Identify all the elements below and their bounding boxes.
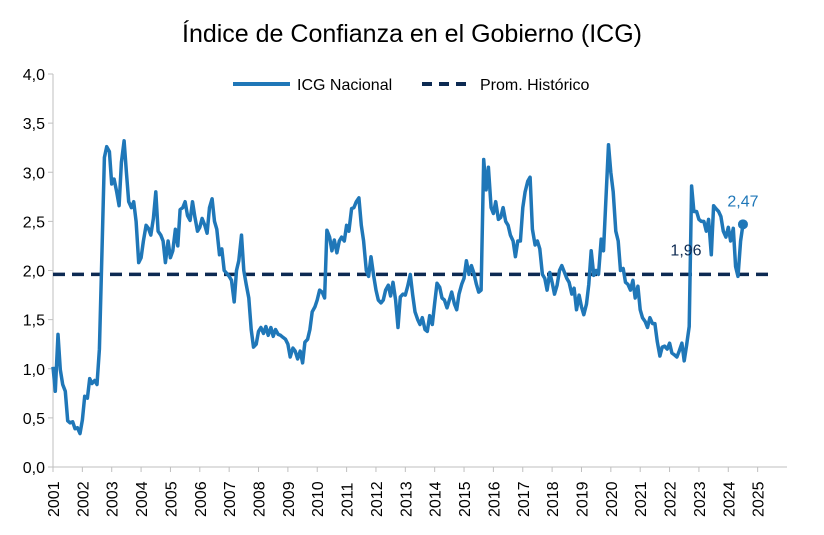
y-tick-label: 3,5 xyxy=(23,116,45,133)
data-label-avg: 1,96 xyxy=(670,242,701,259)
chart-title: Índice de Confianza en el Gobierno (ICG) xyxy=(182,20,642,48)
y-tick-label: 2,0 xyxy=(23,264,45,281)
y-tick-label: 3,0 xyxy=(23,165,45,182)
legend-label-icg: ICG Nacional xyxy=(297,77,392,94)
x-tick-label: 2025 xyxy=(751,481,768,517)
y-tick-label: 0,5 xyxy=(23,411,45,428)
x-tick-label: 2010 xyxy=(310,481,327,517)
x-tick-label: 2024 xyxy=(721,481,738,517)
last-point-marker xyxy=(737,219,748,230)
x-tick-label: 2002 xyxy=(75,481,92,517)
x-tick-label: 2011 xyxy=(340,482,357,517)
y-tick-label: 0,0 xyxy=(23,460,45,477)
data-label-layer: 1,96 2,47 xyxy=(670,193,758,259)
series-layer xyxy=(51,139,770,436)
x-tick-label: 2005 xyxy=(163,481,180,517)
data-label-last: 2,47 xyxy=(727,193,758,210)
x-tick-label: 2006 xyxy=(193,481,210,517)
x-tick-label: 2021 xyxy=(633,481,650,517)
y-tick-label: 1,0 xyxy=(23,362,45,379)
x-tick-label: 2001 xyxy=(46,481,63,517)
legend-label-avg: Prom. Histórico xyxy=(480,77,589,94)
x-tick-label: 2016 xyxy=(486,481,503,517)
axis-layer: 0,0 0,5 1,0 1,5 2,0 2,5 3,0 3,5 4,0 2001 2002 2003 2… xyxy=(23,67,787,517)
x-tick-label: 2018 xyxy=(545,481,562,517)
x-tick-label: 2020 xyxy=(604,481,621,517)
x-tick-label: 2008 xyxy=(252,481,269,517)
x-tick-label: 2019 xyxy=(574,481,591,517)
x-tick-label: 2014 xyxy=(428,481,445,517)
x-tick-label: 2004 xyxy=(134,481,151,517)
series-line-icg-nacional xyxy=(51,139,745,436)
x-tick-label: 2013 xyxy=(398,481,415,517)
x-tick-label: 2022 xyxy=(663,481,680,517)
y-tick-label: 2,5 xyxy=(23,214,45,231)
x-tick-label: 2007 xyxy=(222,481,239,517)
x-tick-label: 2017 xyxy=(516,481,533,517)
x-tick-label: 2015 xyxy=(457,481,474,517)
x-tick-label: 2003 xyxy=(105,481,122,517)
y-tick-label: 1,5 xyxy=(23,313,45,330)
x-tick-label: 2023 xyxy=(692,481,709,517)
y-tick-label: 4,0 xyxy=(23,67,45,84)
x-tick-label: 2012 xyxy=(369,481,386,517)
legend: ICG Nacional Prom. Histórico xyxy=(233,77,589,94)
x-tick-label: 2009 xyxy=(281,481,298,517)
